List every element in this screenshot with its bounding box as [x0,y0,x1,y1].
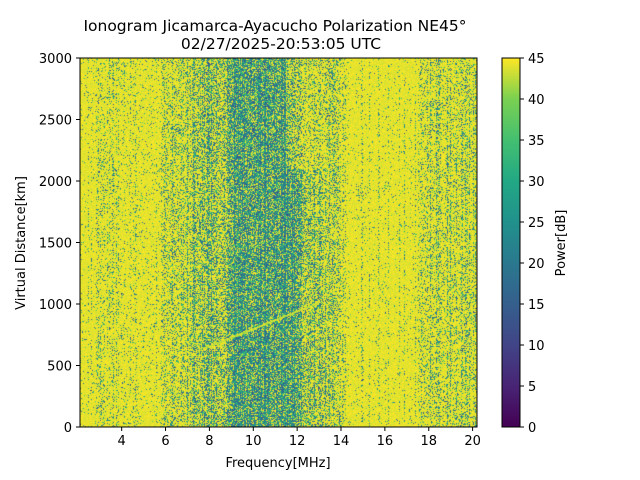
x-tick-label: 8 [205,434,213,449]
colorbar-label: Power[dB] [554,210,569,277]
colorbar-tick-label: 15 [528,298,545,313]
colorbar-tick-label: 25 [528,216,545,231]
x-tick-label: 6 [161,434,169,449]
colorbar: 0 5 10 15 20 25 30 35 40 45 Power[dB] [501,52,569,436]
y-tick-label: 2000 [39,175,72,190]
colorbar-tick-label: 10 [528,339,545,354]
x-tick-label: 18 [420,434,437,449]
colorbar-gradient [502,58,520,427]
x-tick-label: 4 [118,434,126,449]
x-axis: 4 6 8 10 12 14 16 18 20 [118,427,481,449]
plot-area [79,57,478,428]
colorbar-tick-label: 30 [528,175,545,190]
colorbar-tick-label: 0 [528,421,536,436]
x-tick-label: 20 [464,434,481,449]
colorbar-tick-label: 40 [528,93,545,108]
y-tick-label: 500 [47,360,72,375]
ionogram-heatmap [80,58,477,427]
y-tick-label: 1000 [39,298,72,313]
x-tick-label: 12 [289,434,306,449]
x-tick-label: 14 [333,434,350,449]
y-axis-label: Virtual Distance[km] [14,176,29,310]
colorbar-tick-label: 20 [528,257,545,272]
colorbar-ticks: 0 5 10 15 20 25 30 35 40 45 [520,52,545,436]
x-tick-label: 10 [245,434,262,449]
chart-subtitle: 02/27/2025-20:53:05 UTC [181,35,381,53]
x-axis-label: Frequency[MHz] [225,456,330,471]
colorbar-tick-label: 45 [528,52,545,67]
y-tick-label: 2500 [39,114,72,129]
colorbar-tick-label: 5 [528,380,536,395]
colorbar-frame [501,57,521,428]
y-tick-label: 3000 [39,52,72,67]
y-tick-label: 1500 [39,237,72,252]
y-axis: 0 500 1000 1500 2000 2500 3000 [39,52,80,436]
colorbar-tick-label: 35 [528,134,545,149]
chart-title: Ionogram Jicamarca-Ayacucho Polarization… [83,17,466,35]
x-tick-label: 16 [377,434,394,449]
y-tick-label: 0 [64,421,72,436]
